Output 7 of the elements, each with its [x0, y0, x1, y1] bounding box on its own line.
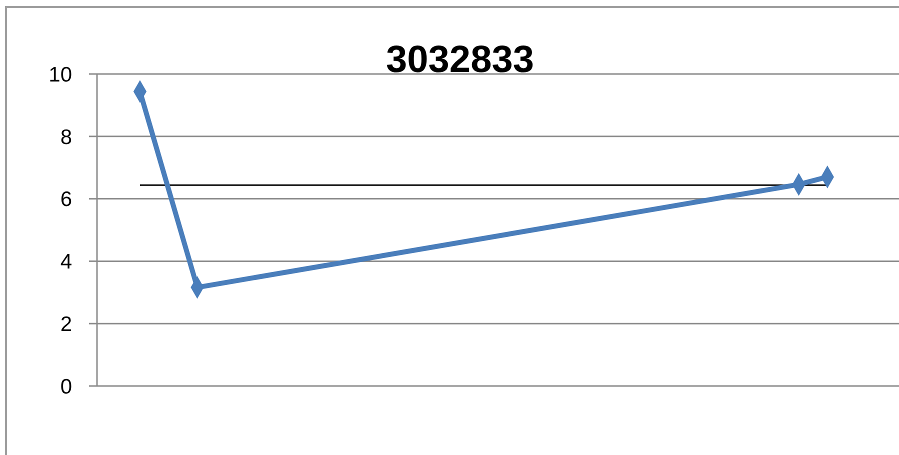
y-tick-label: 8 — [60, 126, 72, 149]
y-tick-label: 6 — [60, 188, 72, 212]
y-tick-label: 10 — [48, 63, 72, 86]
chart-title: 3032833 — [386, 39, 534, 81]
y-tick-label: 2 — [60, 312, 72, 336]
y-tick-label: 0 — [60, 375, 72, 398]
y-tick-label: 4 — [60, 250, 72, 274]
